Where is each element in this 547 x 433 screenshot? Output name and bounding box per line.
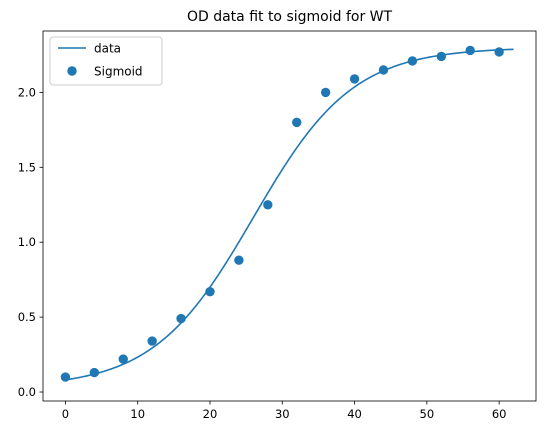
data-point xyxy=(407,56,418,66)
legend-label-data: data xyxy=(94,42,121,56)
data-point xyxy=(89,367,100,378)
axes-frame xyxy=(42,30,537,402)
data-point xyxy=(465,45,475,56)
data-point xyxy=(234,255,244,265)
data-point xyxy=(147,336,157,346)
plot-area xyxy=(60,45,514,382)
fit-curve-line xyxy=(65,48,514,381)
legend-marker-swatch xyxy=(67,66,77,76)
x-tick-label: 0 xyxy=(62,407,69,421)
data-point xyxy=(320,87,331,98)
data-point xyxy=(263,200,273,210)
x-tick-label: 30 xyxy=(275,407,290,421)
data-point xyxy=(176,313,186,324)
x-tick-label: 20 xyxy=(203,407,218,421)
y-tick-label: 0.0 xyxy=(18,385,36,399)
x-tick-label: 40 xyxy=(347,407,362,421)
legend-box xyxy=(49,36,163,86)
data-point xyxy=(60,372,71,382)
data-point xyxy=(494,47,504,57)
x-tick-label: 10 xyxy=(130,407,145,421)
chart-title: OD data fit to sigmoid for WT xyxy=(187,9,393,25)
x-tick-label: 50 xyxy=(420,407,435,421)
data-point xyxy=(349,74,360,84)
legend-label-sigmoid: Sigmoid xyxy=(94,65,143,79)
y-tick-label: 1.0 xyxy=(18,235,36,249)
y-tick-label: 1.5 xyxy=(18,160,36,174)
y-tick-label: 2.0 xyxy=(18,85,36,99)
data-point xyxy=(118,354,128,364)
data-point xyxy=(436,51,447,62)
x-axis: 0 10 20 30 40 50 60 xyxy=(62,401,507,421)
data-point xyxy=(205,286,215,297)
data-point xyxy=(378,65,389,75)
data-point xyxy=(292,117,302,128)
y-axis: 0.0 0.5 1.0 1.5 2.0 xyxy=(18,85,43,399)
x-tick-label: 60 xyxy=(492,407,507,421)
y-tick-label: 0.5 xyxy=(18,310,36,324)
legend: data Sigmoid xyxy=(49,36,163,86)
